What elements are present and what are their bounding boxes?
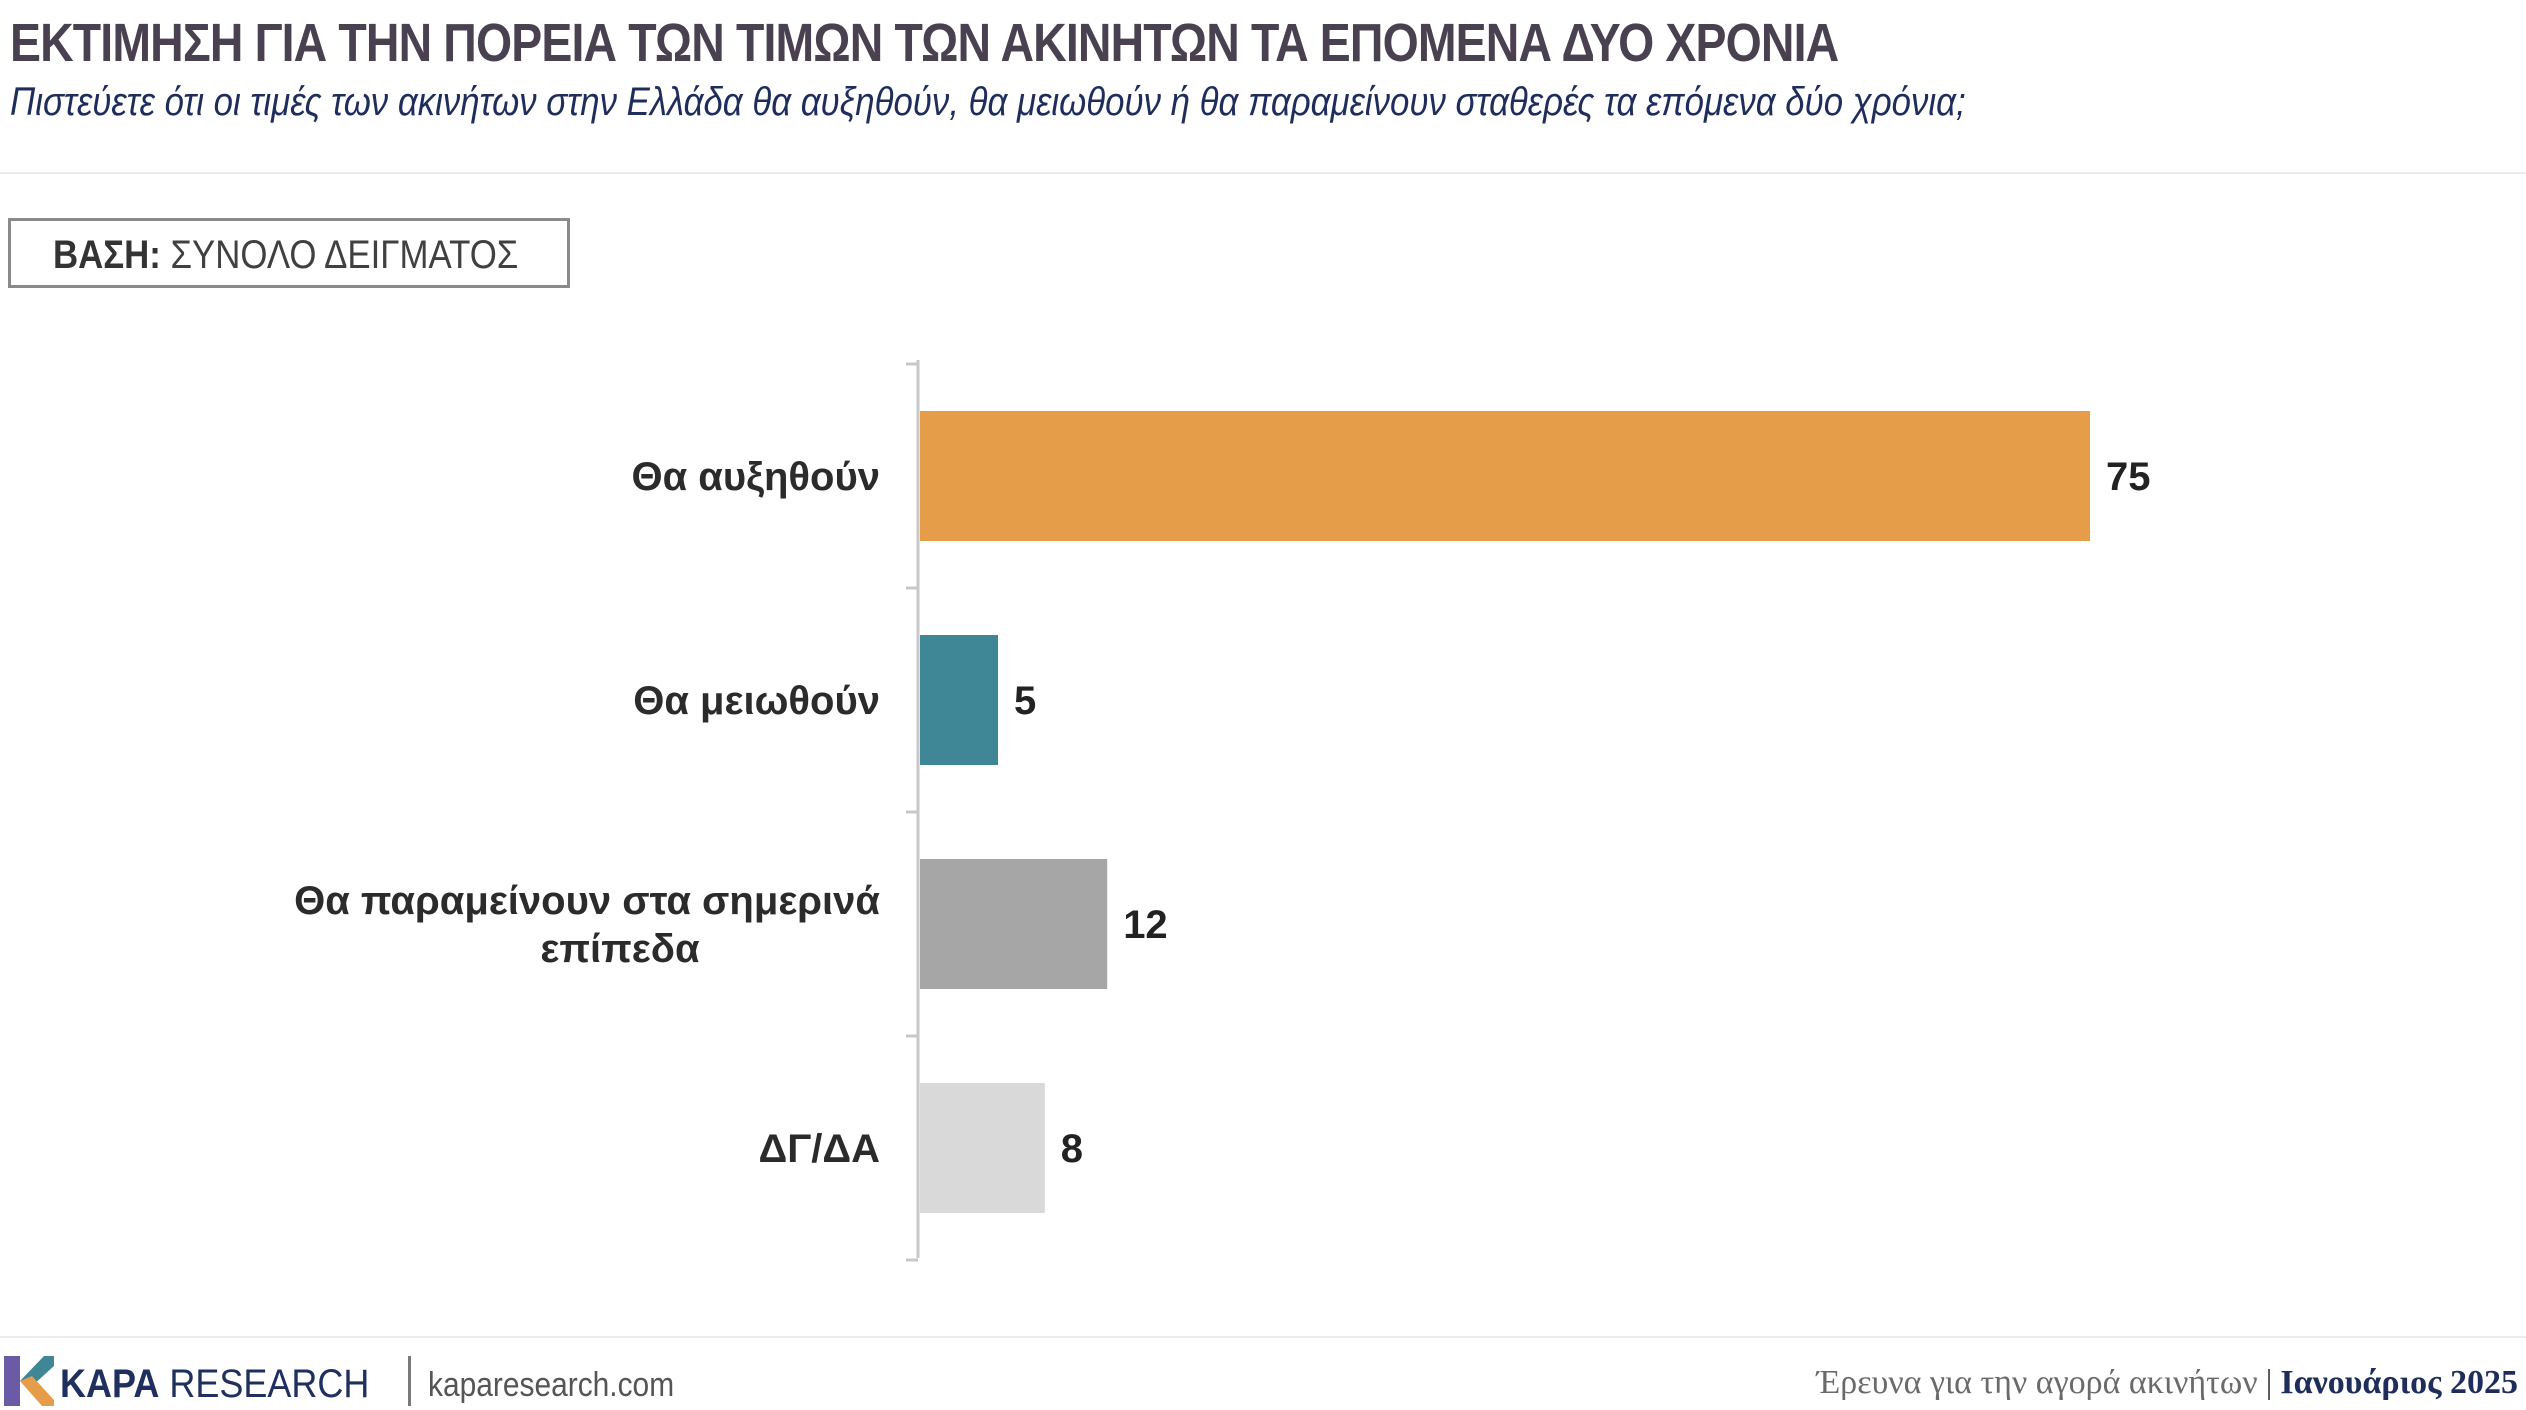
brand-separator [408,1356,411,1406]
category-label: Θα παραμείνουν στα σημερινά [294,879,880,923]
data-label: 5 [1014,679,1036,723]
sample-base-text: ΒΑΣΗ: ΣΥΝΟΛΟ ΔΕΙΓΜΑΤΟΣ [53,233,518,278]
sample-base-box: ΒΑΣΗ: ΣΥΝΟΛΟ ΔΕΙΓΜΑΤΟΣ [8,218,570,288]
kapa-k-logo-icon [4,1356,54,1406]
survey-name: Έρευνα για την αγορά ακινήτων [1816,1364,2258,1401]
footer-separator: | [2265,1364,2273,1401]
category-label: Θα αυξηθούν [631,455,880,499]
brand-name: KAPA RESEARCH [60,1362,370,1406]
bar [920,1083,1045,1213]
category-label: Θα μειωθούν [633,679,880,723]
bar [920,411,2090,541]
bar-chart: 75 Θα αυξηθούν 5 Θα μειωθούν 12 Θα παραμείνου… [294,360,2151,1262]
footer-divider [0,1336,2526,1338]
data-label: 75 [2106,455,2151,499]
category-label: ΔΓ/ΔΑ [758,1127,880,1171]
website-link[interactable]: kaparesearch.com [428,1366,675,1404]
bar [920,859,1108,989]
bar [920,635,998,765]
page-subtitle: Πιστεύετε ότι οι τιμές των ακινήτων στην… [10,80,1966,124]
data-label: 8 [1061,1127,1083,1171]
base-value: ΣΥΝΟΛΟ ΔΕΙΓΜΑΤΟΣ [170,233,519,277]
category-label: επίπεδα [540,927,700,971]
header-divider [0,172,2526,174]
footer-survey-info: Έρευνα για την αγορά ακινήτων | Ιανουάριος… [1817,1364,2518,1402]
base-label: ΒΑΣΗ: [53,233,161,277]
survey-date: Ιανουάριος 2025 [2280,1364,2518,1401]
page-title: ΕΚΤΙΜΗΣΗ ΓΙΑ ΤΗΝ ΠΟΡΕΙΑ ΤΩΝ ΤΙΜΩΝ ΤΩΝ ΑΚ… [10,13,1839,73]
data-label: 12 [1123,903,1168,947]
